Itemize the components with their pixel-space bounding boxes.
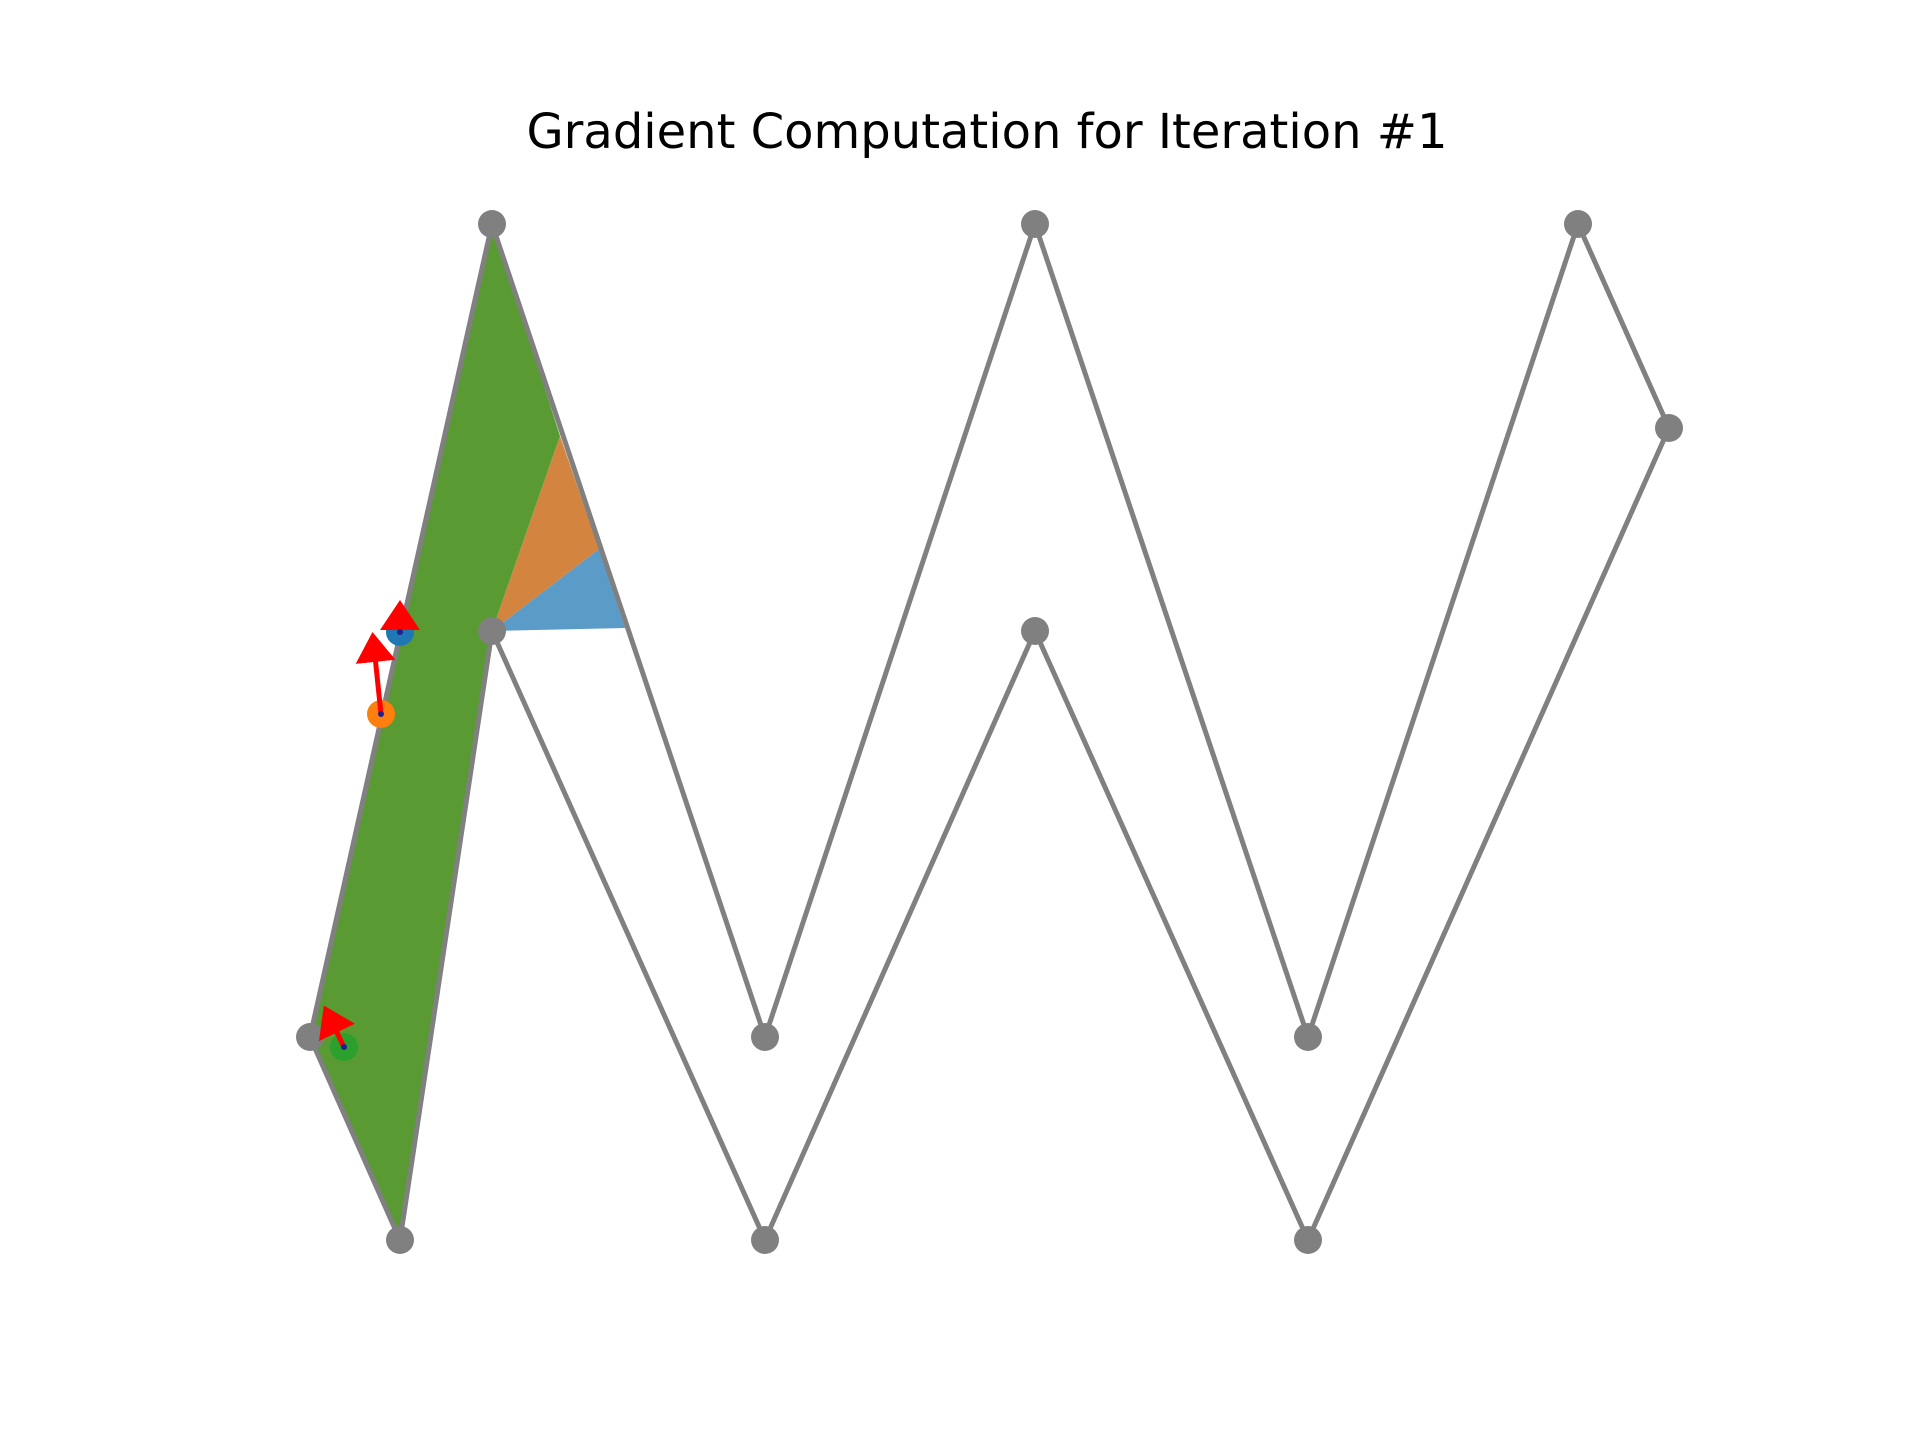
diagram-title: Gradient Computation for Iteration #1 bbox=[526, 104, 1447, 160]
vertex-0 bbox=[478, 210, 506, 238]
sample-point-center-orange bbox=[378, 711, 384, 717]
region-green bbox=[310, 224, 560, 1240]
vertex-2 bbox=[1021, 210, 1049, 238]
vertex-9 bbox=[478, 617, 506, 645]
vertex-6 bbox=[1294, 1226, 1322, 1254]
region-blue bbox=[492, 549, 625, 631]
vertex-7 bbox=[1021, 617, 1049, 645]
sample-point-center-blue bbox=[397, 629, 403, 635]
vertex-1 bbox=[751, 1023, 779, 1051]
sample-points bbox=[318, 600, 420, 1061]
polygon-vertices bbox=[296, 210, 1683, 1254]
vertex-10 bbox=[386, 1226, 414, 1254]
vertex-3 bbox=[1294, 1023, 1322, 1051]
region-orange bbox=[492, 436, 599, 631]
vertex-4 bbox=[1564, 210, 1592, 238]
filled-regions bbox=[310, 224, 625, 1240]
gradient-arrow-orange bbox=[355, 632, 396, 715]
vertex-5 bbox=[1655, 414, 1683, 442]
vertex-8 bbox=[751, 1226, 779, 1254]
vertex-11 bbox=[296, 1023, 324, 1051]
gradient-arrow-green bbox=[318, 1005, 355, 1049]
sample-point-center-green bbox=[341, 1044, 347, 1050]
